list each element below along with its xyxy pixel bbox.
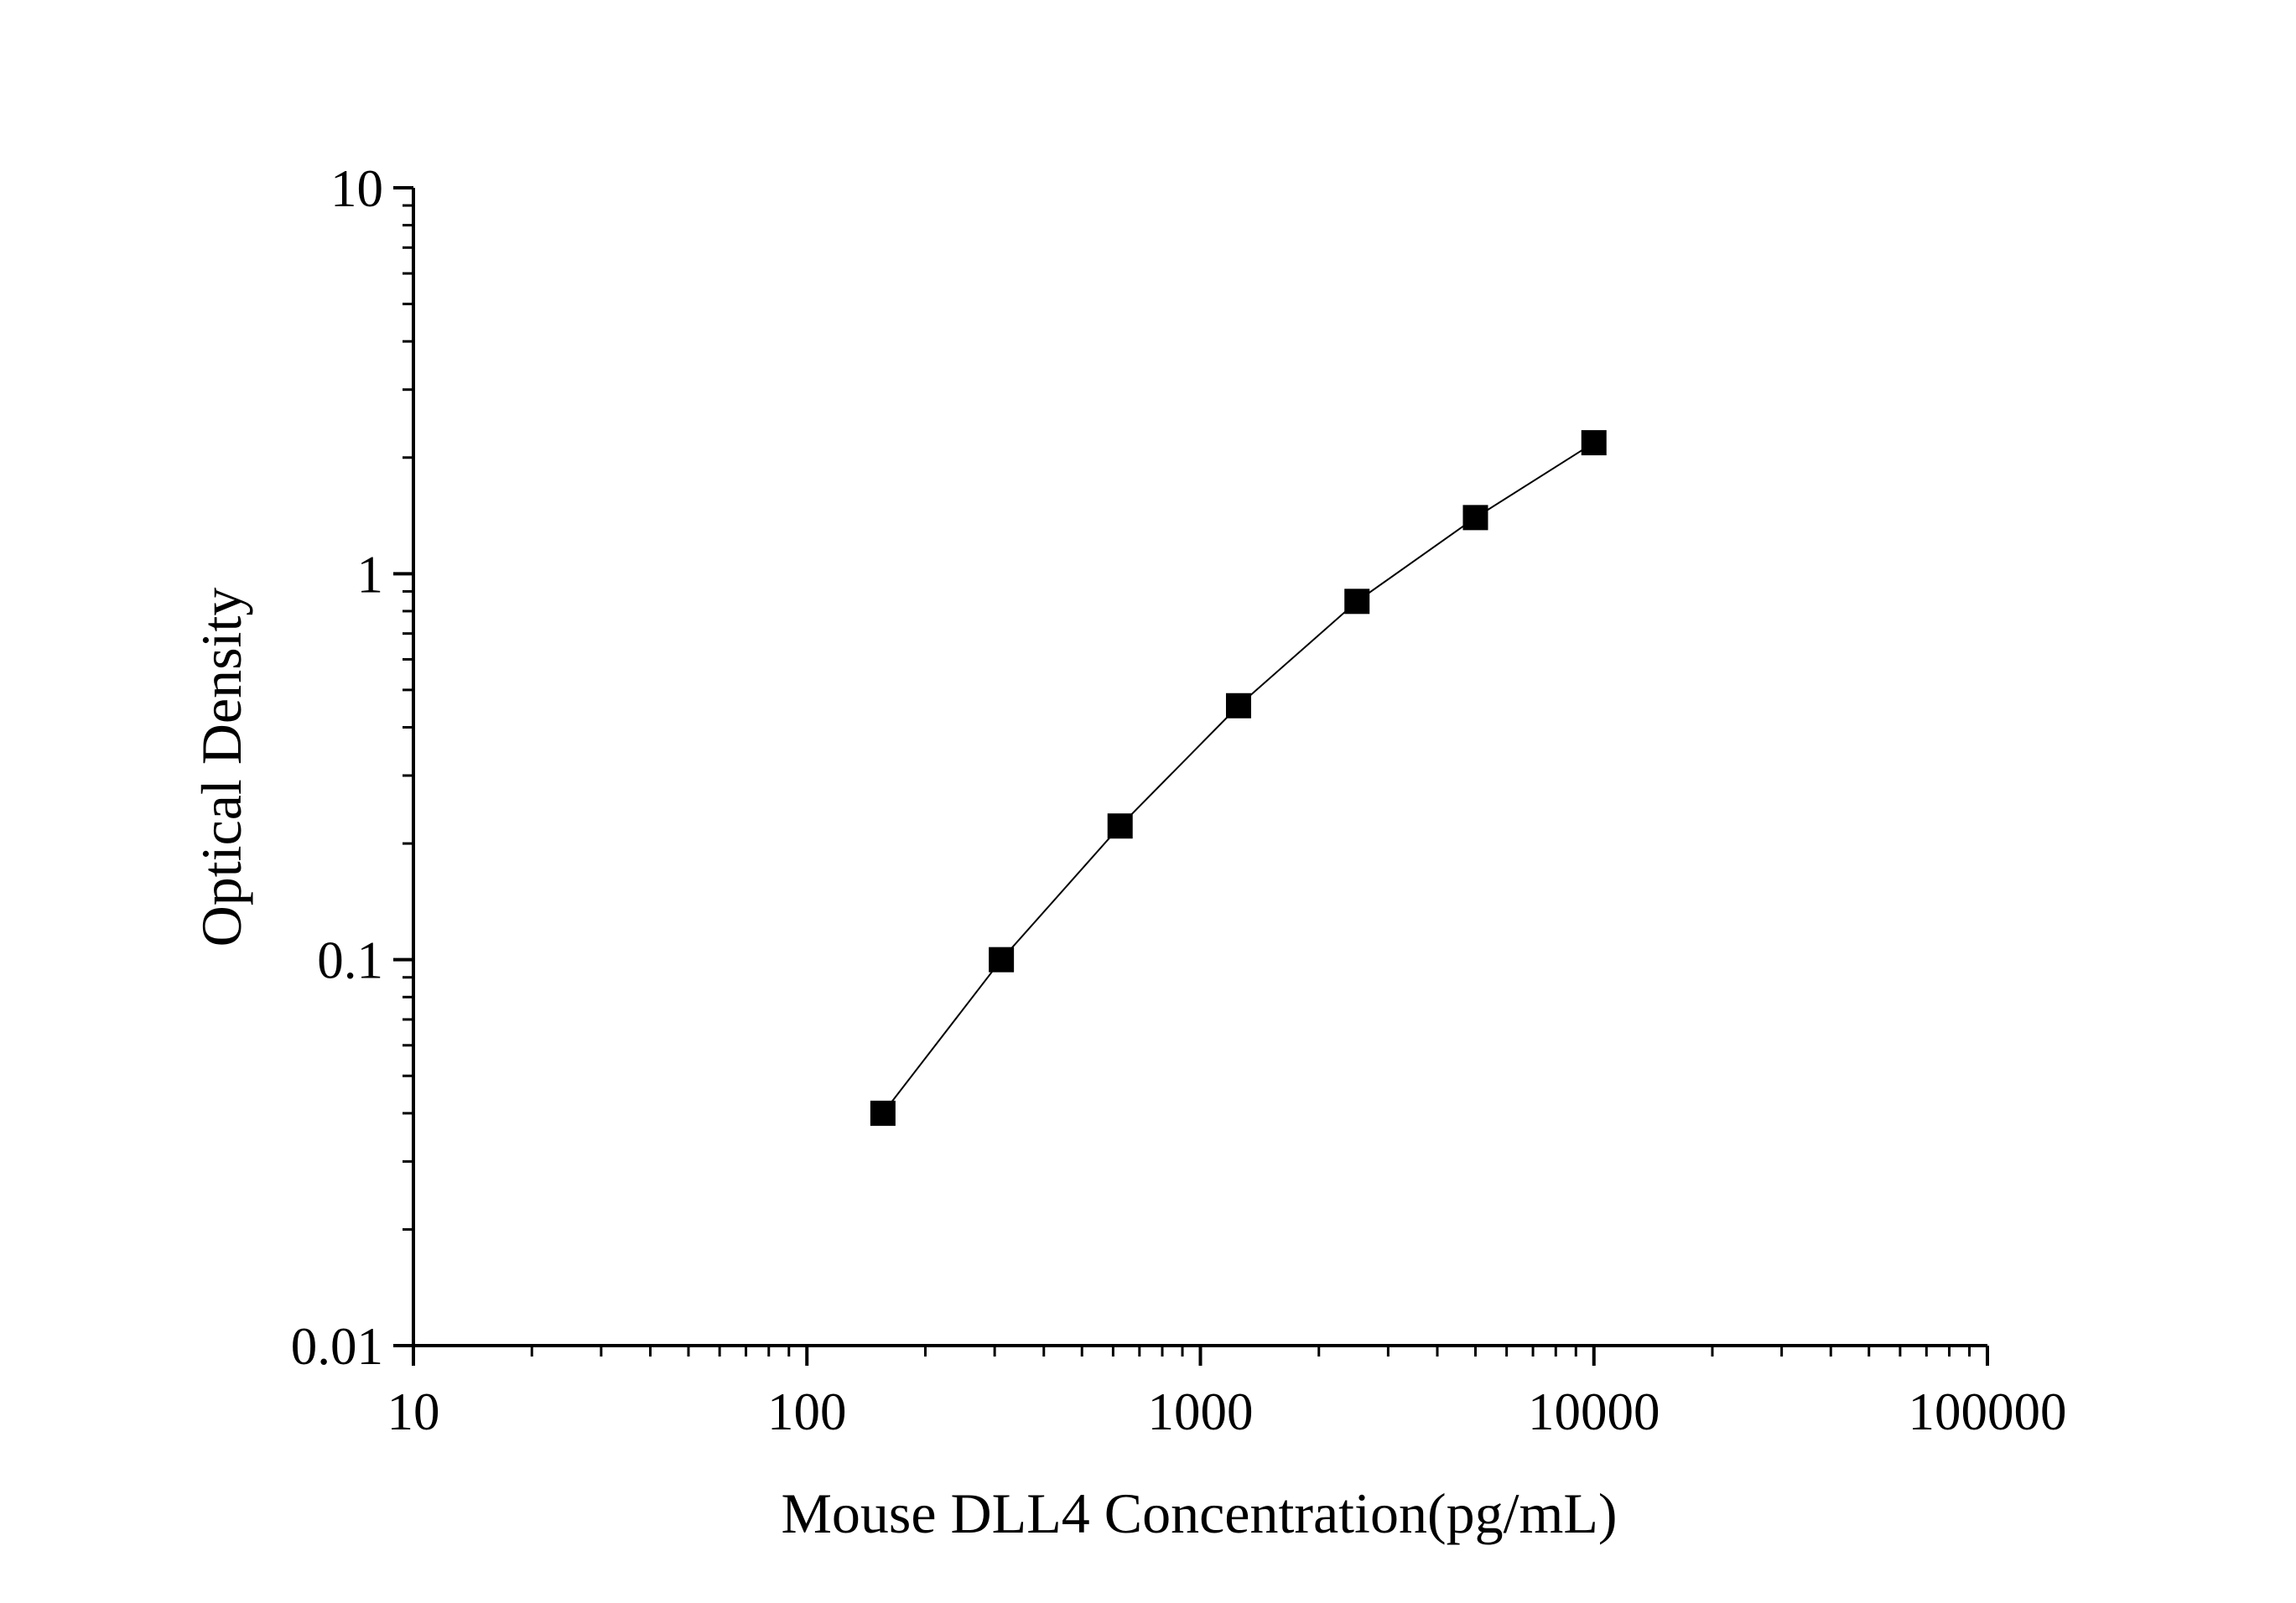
fit-curve [878, 442, 1595, 1119]
data-point [1107, 813, 1133, 839]
x-axis-title: Mouse DLL4 Concentration(pg/mL) [781, 1481, 1617, 1545]
data-point [989, 947, 1015, 973]
x-tick-label: 100000 [1909, 1383, 2067, 1441]
y-axis-title: Optical Density [190, 588, 253, 947]
axes: 10 100 1000 10000 100000 0.01 0.1 1 10 [291, 159, 2067, 1441]
data-point [1581, 430, 1607, 456]
data-point [1225, 693, 1251, 718]
y-tick-label: 10 [330, 159, 383, 218]
y-tick-label: 1 [357, 545, 384, 604]
data-point [1344, 589, 1370, 615]
data-points [870, 430, 1607, 1126]
data-point [870, 1100, 896, 1126]
x-tick-label: 1000 [1148, 1383, 1254, 1441]
x-tick-label: 10000 [1528, 1383, 1660, 1441]
x-tick-label: 100 [767, 1383, 847, 1441]
y-tick-label: 0.01 [291, 1317, 383, 1376]
fit-line [878, 442, 1595, 1119]
data-point [1462, 505, 1488, 531]
y-tick-label: 0.1 [317, 931, 383, 990]
x-tick-label: 10 [387, 1383, 440, 1441]
